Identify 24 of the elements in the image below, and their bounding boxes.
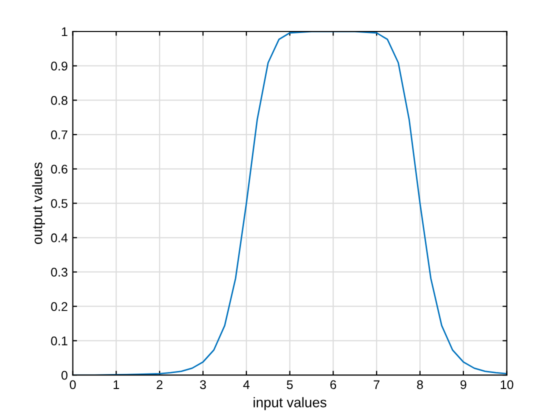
y-axis-title: output values <box>32 162 46 244</box>
y-tick-label: 0.7 <box>51 130 68 140</box>
y-tick-label: 0.4 <box>51 233 68 242</box>
x-tick-label: 2 <box>156 380 162 389</box>
x-tick-label: 6 <box>330 380 336 390</box>
y-tick-label: 1 <box>62 27 68 36</box>
y-tick-label: 0.1 <box>51 336 68 346</box>
y-tick-label: 0 <box>61 370 68 380</box>
y-tick-label: 0.3 <box>51 268 68 277</box>
y-tick-label: 0.8 <box>51 96 68 105</box>
x-tick-label: 5 <box>286 380 293 390</box>
x-tick-label: 8 <box>417 380 423 390</box>
x-tick-label: 7 <box>374 380 380 389</box>
x-tick-label: 0 <box>70 380 76 390</box>
x-tick-label: 4 <box>243 380 250 389</box>
x-tick-label: 1 <box>114 380 120 389</box>
y-tick-label: 0.6 <box>51 164 68 174</box>
x-axis-title: input values <box>254 397 326 410</box>
y-tick-label: 0.9 <box>51 62 68 71</box>
y-tick-label: 0.2 <box>51 302 68 311</box>
x-tick-label: 3 <box>200 380 206 390</box>
x-tick-label: 10 <box>500 380 514 390</box>
x-tick-label: 9 <box>460 380 466 390</box>
y-tick-label: 0.5 <box>51 199 68 208</box>
